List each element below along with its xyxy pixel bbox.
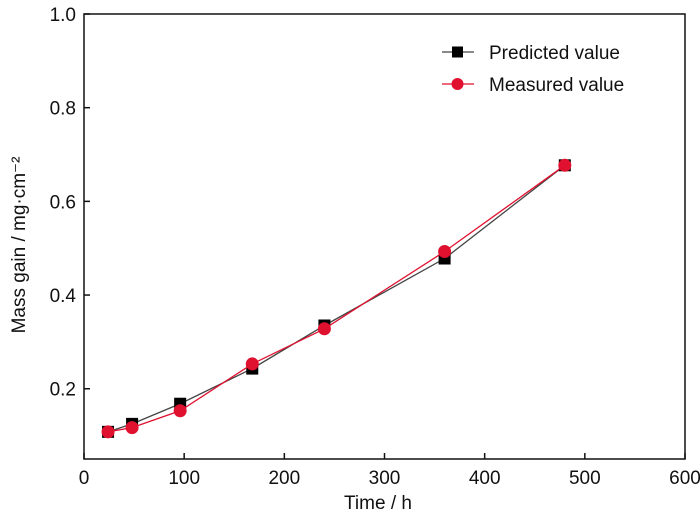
series-predicted (102, 159, 571, 438)
series-group (101, 158, 572, 439)
y-tick-label: 0.8 (50, 99, 76, 120)
y-axis: 0.2 0.4 0.6 0.8 1.0 (50, 5, 90, 401)
legend-circle-marker-icon (451, 78, 464, 90)
data-point-circle (245, 357, 259, 371)
legend-square-marker-icon (452, 46, 463, 58)
series-line (107, 164, 566, 433)
y-axis-title: Mass gain / mg·cm⁻² (9, 157, 30, 334)
x-tick-label: 300 (369, 468, 401, 489)
x-tick-label: 200 (268, 468, 300, 489)
y-tick-label: 0.6 (50, 192, 76, 213)
data-point-circle (173, 404, 187, 418)
x-tick-label: 400 (469, 468, 501, 489)
legend-item: Measured value (442, 75, 624, 96)
x-tick-label: 0 (79, 468, 90, 489)
x-axis: 0 100 200 300 400 500 600 (79, 453, 700, 489)
data-point-circle (125, 421, 139, 435)
data-point-circle (558, 158, 572, 172)
x-tick-label: 600 (669, 468, 700, 489)
series-line (107, 164, 566, 433)
series-measured (101, 158, 572, 439)
legend-label: Measured value (489, 75, 624, 96)
data-point-circle (317, 322, 331, 336)
legend: Predicted value Measured value (442, 43, 624, 96)
legend-item: Predicted value (442, 43, 620, 64)
y-tick-label: 0.4 (50, 286, 77, 307)
data-point-circle (101, 425, 115, 439)
x-axis-title: Time / h (344, 493, 412, 514)
y-tick-label: 0.2 (50, 380, 76, 401)
data-point-circle (438, 244, 452, 258)
x-tick-label: 500 (569, 468, 601, 489)
y-tick-label: 1.0 (50, 5, 76, 26)
x-tick-label: 100 (168, 468, 200, 489)
legend-label: Predicted value (489, 43, 620, 64)
